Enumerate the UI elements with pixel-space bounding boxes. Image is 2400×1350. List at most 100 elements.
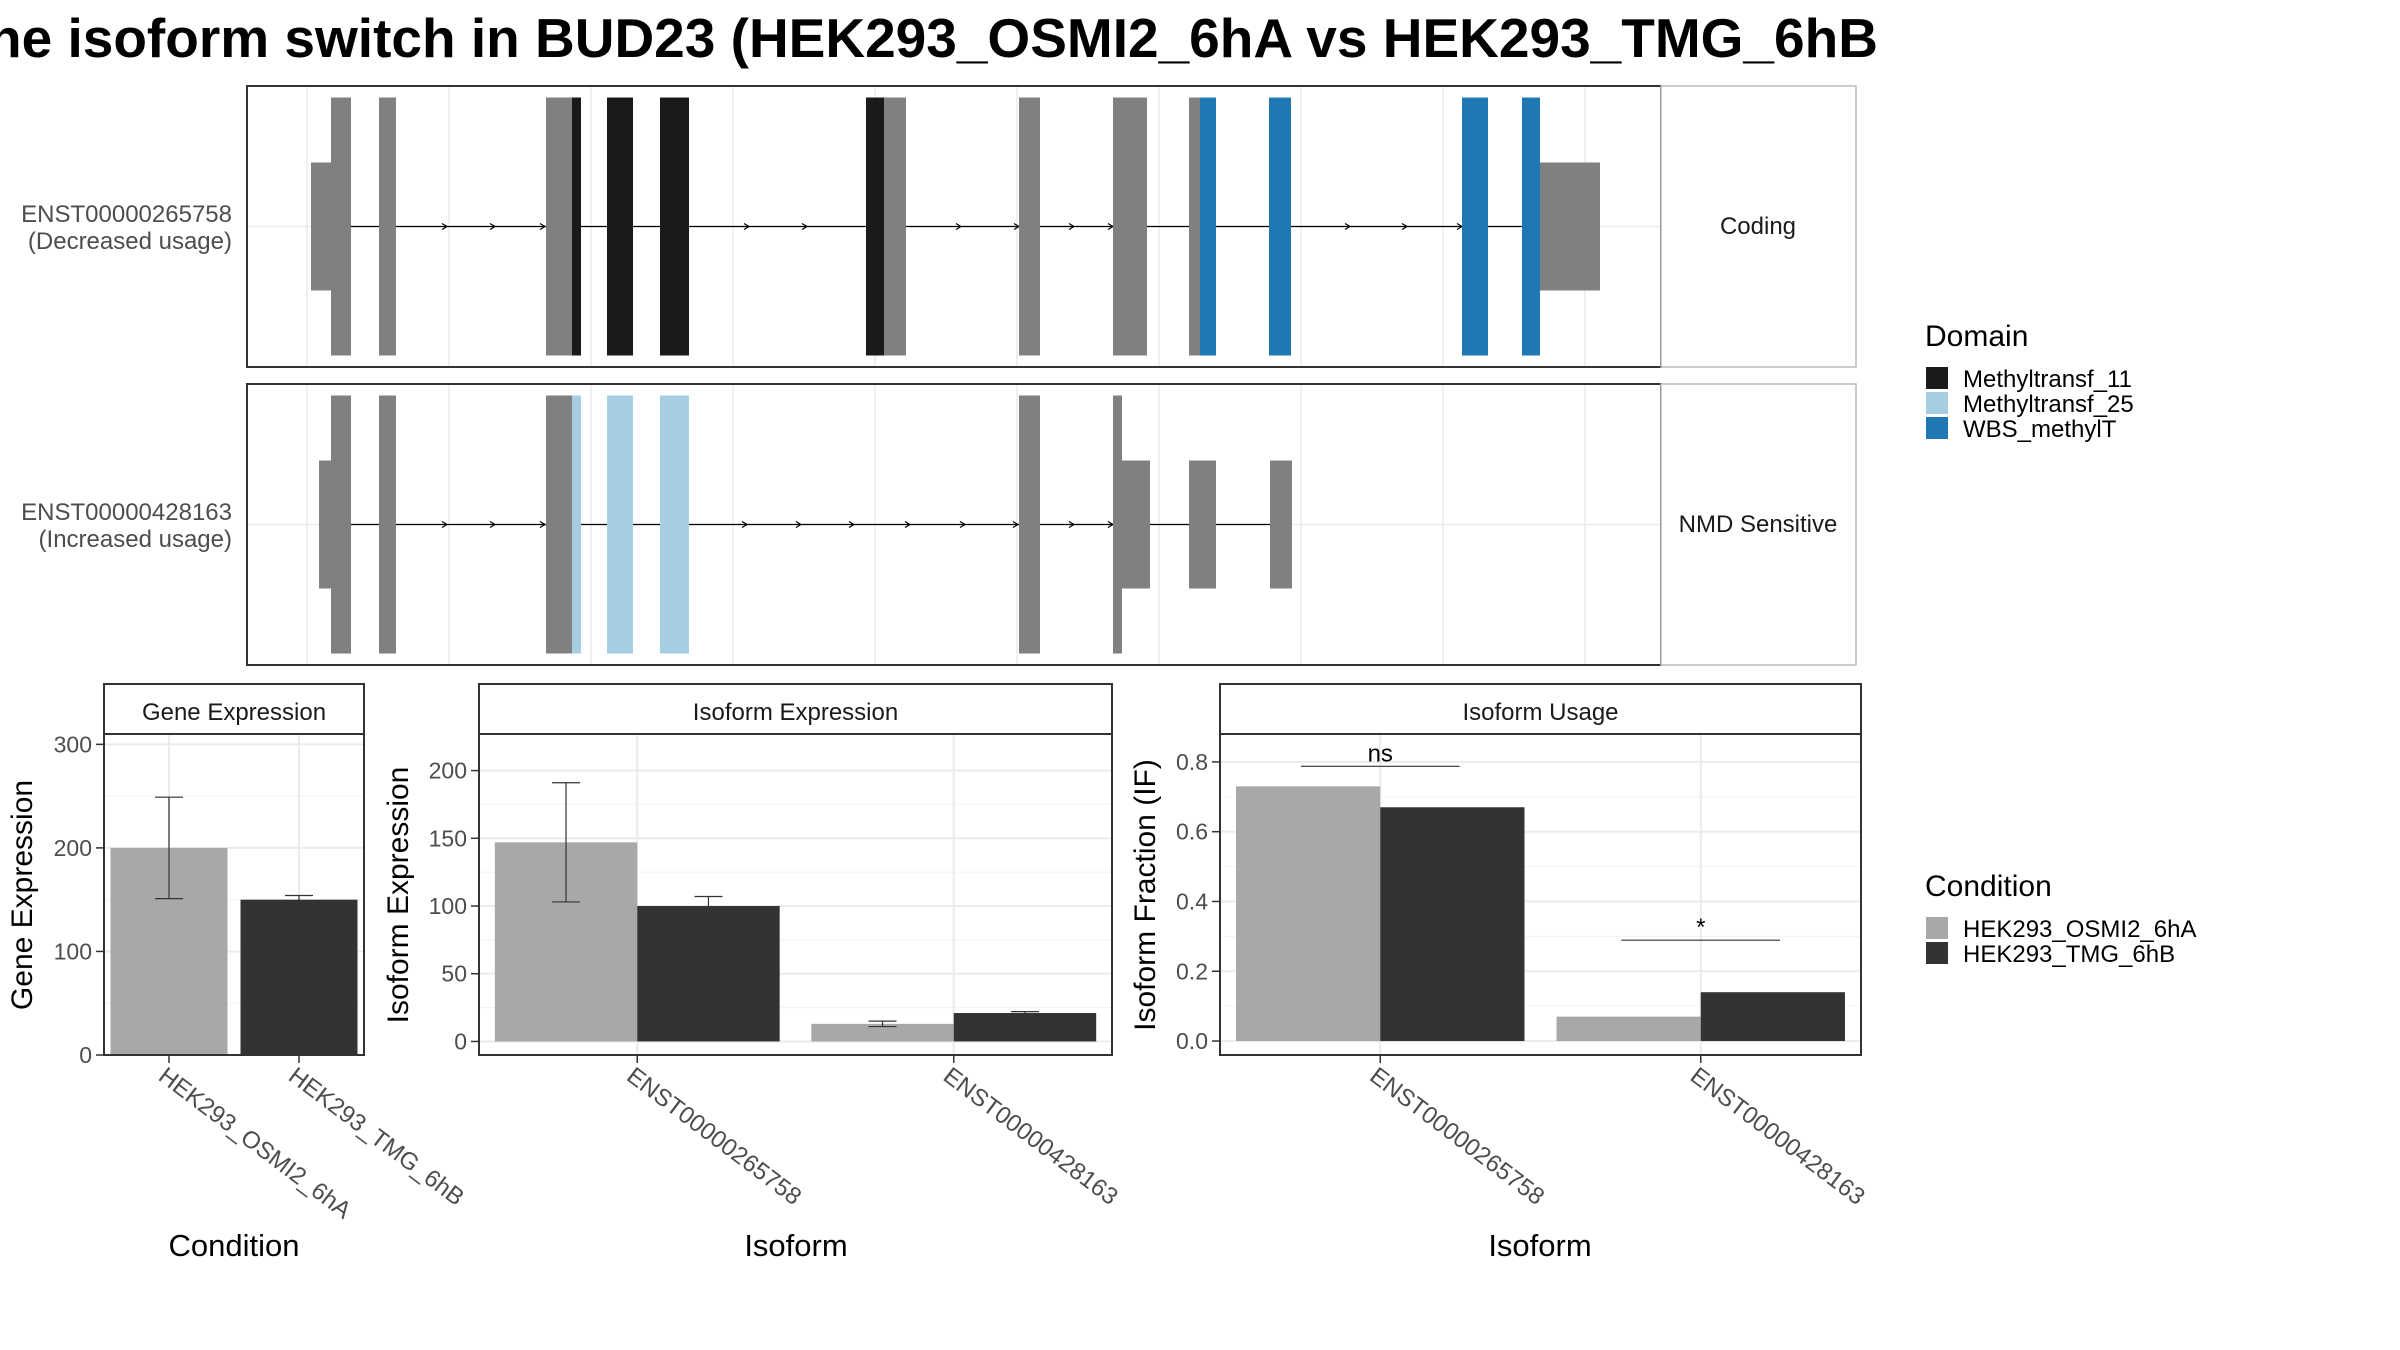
exon xyxy=(331,97,351,356)
bar-HEK293_TMG_6hB xyxy=(240,899,358,1055)
y-axis-title: Isoform Fraction (IF) xyxy=(1129,759,1162,1031)
y-tick-label: 0.6 xyxy=(1176,819,1208,845)
strip-transcript-1 xyxy=(1660,85,1857,368)
exon xyxy=(1189,460,1216,589)
intron-arrow xyxy=(1401,222,1409,231)
legend-key-methyltransf-25 xyxy=(1926,392,1948,414)
intron-arrow xyxy=(1068,520,1076,529)
intron-arrow xyxy=(955,222,963,231)
y-tick-label: 0 xyxy=(79,1042,92,1068)
y-tick-label: 200 xyxy=(54,835,92,861)
panel-title: Gene Expression xyxy=(142,699,326,726)
x-axis-title: Isoform xyxy=(744,1228,847,1263)
legend-label-methyltransf-11: Methyltransf_11 xyxy=(1963,366,2132,393)
intron-arrow xyxy=(441,520,449,529)
intron-arrow xyxy=(801,222,809,231)
exon xyxy=(1019,97,1040,356)
intron-arrow xyxy=(1012,520,1020,529)
panel-strip xyxy=(103,683,365,735)
legend-key-cond-b xyxy=(1926,942,1948,964)
y-tick-label: 200 xyxy=(429,758,467,784)
transcript-2-id: ENST00000428163 xyxy=(21,499,232,526)
legend-label-cond-a: HEK293_OSMI2_6hA xyxy=(1963,916,2196,943)
condition-legend: Condition HEK293_OSMI2_6hA HEK293_TMG_6h… xyxy=(1925,870,2196,968)
strip-label-transcript-1: Coding xyxy=(1720,213,1796,240)
bar-ENST00000265758-b xyxy=(637,906,780,1042)
x-axis-title: Condition xyxy=(169,1228,300,1263)
exon xyxy=(379,395,396,654)
panel-strip xyxy=(478,683,1113,735)
bar-ENST00000265758-a xyxy=(1236,786,1381,1042)
legend-label-wbs-methylt: WBS_methylT xyxy=(1963,416,2117,443)
y-axis-title: Gene Expression xyxy=(6,780,39,1010)
domain-wbs-methylt xyxy=(1200,97,1216,356)
domain-methyltransf-25 xyxy=(660,395,689,654)
y-tick-label: 0.2 xyxy=(1176,958,1208,984)
legend-key-cond-a xyxy=(1926,917,1948,939)
bar-panel-3: ns * Isoform Usage 0.0 0.2 0.4 0.6 0.8 ENST00000… xyxy=(1129,683,1870,1263)
exon xyxy=(1019,395,1040,654)
exon xyxy=(546,97,572,356)
intron-arrow xyxy=(1068,222,1076,231)
x-axis-title: Isoform xyxy=(1488,1228,1591,1263)
bar-ENST00000428163-a xyxy=(1556,1016,1701,1042)
y-tick-label: 150 xyxy=(429,825,467,851)
exon xyxy=(319,460,331,589)
panel-title: Isoform Usage xyxy=(1462,699,1618,726)
intron-arrow xyxy=(489,222,497,231)
bar-ENST00000428163-b xyxy=(953,1013,1097,1042)
y-axis-title: Isoform Expression xyxy=(382,767,415,1024)
exon xyxy=(331,395,351,654)
legend-key-methyltransf-11 xyxy=(1926,367,1948,389)
intron-arrow xyxy=(489,520,497,529)
strip-transcript-2 xyxy=(1660,383,1857,666)
intron-arrow xyxy=(1344,222,1352,231)
transcript-1-usage: (Decreased usage) xyxy=(28,228,232,255)
bar-ENST00000265758-b xyxy=(1380,807,1525,1042)
exon xyxy=(1113,97,1147,356)
bar-panel-2: Isoform Expression 0 50 100 150 200 ENST000002… xyxy=(382,683,1123,1263)
bar-ENST00000428163-b xyxy=(1700,992,1845,1042)
intron-arrow xyxy=(959,520,967,529)
domain-methyltransf-25 xyxy=(572,395,581,654)
y-tick-label: 300 xyxy=(54,731,92,757)
legend-key-wbs-methylt xyxy=(1926,417,1948,439)
exon xyxy=(546,395,572,654)
intron-arrow xyxy=(743,222,751,231)
domain-wbs-methylt xyxy=(1522,97,1540,356)
domain-legend-title: Domain xyxy=(1925,320,2028,353)
intron-arrow xyxy=(904,520,912,529)
exon xyxy=(1270,460,1292,589)
exon xyxy=(1122,460,1150,589)
transcript-2-usage: (Increased usage) xyxy=(39,526,232,553)
y-tick-label: 0.4 xyxy=(1176,888,1208,914)
y-tick-label: 0.0 xyxy=(1176,1028,1208,1054)
exon xyxy=(884,97,906,356)
intron-arrow xyxy=(741,520,749,529)
plot-title: he isoform switch in BUD23 (HEK293_OSMI2… xyxy=(0,7,1878,69)
panel-title: Isoform Expression xyxy=(693,699,898,726)
intron-arrow xyxy=(539,222,547,231)
transcript-1-id: ENST00000265758 xyxy=(21,201,232,228)
intron-arrow xyxy=(441,222,449,231)
domain-methyltransf-11 xyxy=(660,97,689,356)
x-tick-label: ENST00000428163 xyxy=(938,1062,1123,1210)
y-tick-label: 0 xyxy=(454,1028,467,1054)
panel-strip xyxy=(1219,683,1862,735)
x-tick-label: ENST00000265758 xyxy=(1365,1062,1550,1210)
y-tick-label: 50 xyxy=(441,961,467,987)
strip-label-transcript-2: NMD Sensitive xyxy=(1679,511,1838,538)
domain-legend: Domain Methyltransf_11 Methyltransf_25 W… xyxy=(1925,320,2134,443)
legend-label-methyltransf-25: Methyltransf_25 xyxy=(1963,391,2134,418)
domain-wbs-methylt xyxy=(1269,97,1291,356)
bar-ENST00000428163-a xyxy=(811,1023,954,1042)
y-tick-label: 0.8 xyxy=(1176,749,1208,775)
domain-methyltransf-11 xyxy=(866,97,884,356)
domain-methyltransf-11 xyxy=(607,97,633,356)
intron-arrow xyxy=(539,520,547,529)
exon xyxy=(379,97,396,356)
exon xyxy=(311,162,331,291)
y-tick-label: 100 xyxy=(54,938,92,964)
gene-structure-panel: Coding NMD Sensitive ENST00000265758 (De… xyxy=(21,85,1857,666)
domain-methyltransf-11 xyxy=(572,97,581,356)
